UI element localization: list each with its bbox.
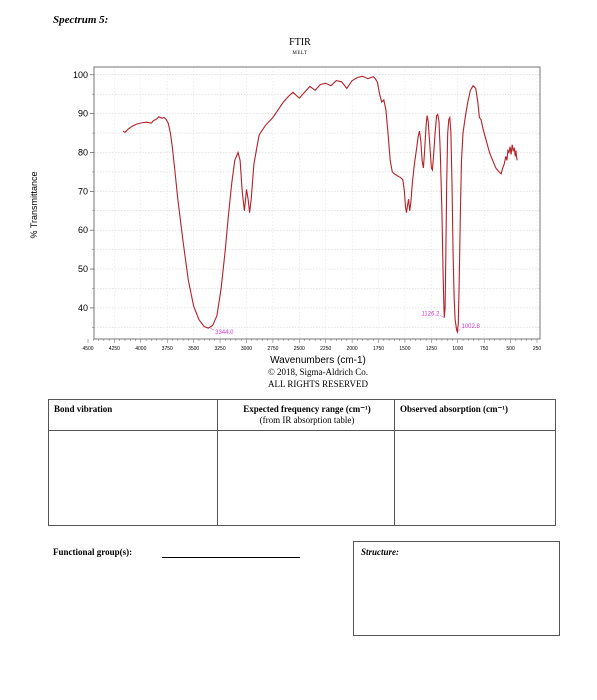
y-tick-label: 80 (78, 147, 88, 157)
ftir-chart: 100 90 80 70 60 50 40 4500 4250 4000 3750 3500 3250… (29, 37, 541, 389)
x-tick-label: 750 (480, 346, 489, 352)
peak-leader-line (210, 327, 215, 331)
x-tick-label: 2000 (347, 346, 358, 352)
peak-label: 1002.8 (461, 324, 480, 330)
x-tick-label: 4250 (109, 346, 120, 352)
x-tick-label: 4500 (82, 346, 93, 352)
chart-subtitle: MELT (292, 51, 307, 56)
observed-absorption-cell[interactable] (394, 430, 556, 526)
y-tick-label: 90 (78, 109, 88, 119)
y-tick-label: 100 (73, 70, 88, 80)
y-tick-label: 70 (78, 186, 88, 196)
plot-frame (93, 66, 541, 340)
x-tick-label: 1000 (452, 346, 463, 352)
table-row (48, 430, 556, 526)
table-header-row: Bond vibration Expected frequency range … (48, 399, 556, 431)
peak-label: 1126.2 (422, 312, 441, 318)
x-tick-label: 2500 (294, 346, 305, 352)
header-bond-vibration: Bond vibration (48, 399, 218, 431)
y-tick-label: 50 (78, 264, 88, 274)
x-tick-label: 250 (533, 346, 542, 352)
peak-label: 3344.0 (215, 330, 234, 336)
y-tick-label: 60 (78, 225, 88, 235)
expected-frequency-cell[interactable] (217, 430, 395, 526)
x-tick-label: 2250 (320, 346, 331, 352)
x-axis-ticks: 4500 4250 4000 3750 3500 3250 3000 2750 2500 2250… (82, 339, 541, 352)
y-axis-ticks: 100 90 80 70 60 50 40 (73, 70, 94, 328)
functional-group-label: Functional group(s): (53, 547, 133, 557)
peak-leader-line (457, 328, 461, 333)
x-tick-label: 2750 (267, 346, 278, 352)
x-axis-label: Wavenumbers (cm-1) (270, 355, 366, 366)
x-tick-label: 3250 (214, 346, 225, 352)
x-tick-label: 3500 (188, 346, 199, 352)
header-observed-absorption: Observed absorption (cm⁻¹) (394, 399, 556, 431)
peak-annotations: 3344.0 1126.2 1002.8 (210, 312, 480, 336)
structure-label: Structure: (361, 547, 400, 557)
structure-box[interactable]: Structure: (353, 541, 560, 636)
x-tick-label: 500 (506, 346, 515, 352)
x-tick-label: 3750 (162, 346, 173, 352)
functional-group-answer-line[interactable] (162, 557, 300, 558)
y-tick-label: 40 (78, 303, 88, 313)
bond-vibration-table: Bond vibration Expected frequency range … (48, 399, 556, 526)
header-expected-frequency: Expected frequency range (cm⁻¹) (from IR… (217, 399, 395, 431)
header-expected-frequency-sub: (from IR absorption table) (259, 415, 355, 425)
peak-leader-line (440, 315, 445, 318)
x-tick-label: 4000 (135, 346, 146, 352)
x-tick-label: 1500 (399, 346, 410, 352)
copyright-line-2: ALL RIGHTS RESERVED (268, 379, 368, 389)
copyright-line-1: © 2018, Sigma-Aldrich Co. (268, 367, 368, 377)
x-tick-label: 1750 (373, 346, 384, 352)
x-tick-label: 3000 (241, 346, 252, 352)
bond-vibration-cell[interactable] (48, 430, 218, 526)
spectrum-heading: Spectrum 5: (53, 14, 109, 26)
chart-grid (94, 67, 540, 339)
y-axis-label: % Transmittance (29, 171, 39, 238)
spectrum-line (122, 75, 518, 335)
chart-title: FTIR (289, 37, 311, 48)
x-tick-label: 1250 (426, 346, 437, 352)
header-expected-frequency-label: Expected frequency range (cm⁻¹) (243, 404, 371, 414)
